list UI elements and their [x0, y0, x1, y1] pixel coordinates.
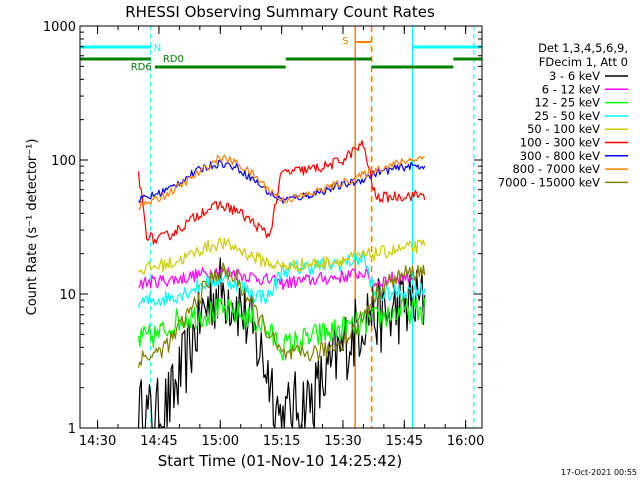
x-tick-label-2: 15:00	[202, 434, 239, 449]
legend-label-8: 7000 - 15000 keV	[498, 175, 600, 189]
series-line-4	[138, 237, 426, 275]
y-tick-label-1: 10	[59, 288, 76, 303]
y-tick-label-0: 1	[68, 422, 76, 437]
axes-layer: 1 10 100 1000 14:30 14:45 15:00 15:15 15:30 15:45…	[43, 20, 484, 449]
night-label: N	[154, 43, 161, 54]
legend-header-line-2: FDecim 1, Att 0	[539, 55, 628, 69]
y-tick-label-3: 1000	[43, 20, 76, 35]
legend-header-line-1: Det 1,3,4,5,6,9,	[538, 41, 628, 55]
series-line-7	[138, 154, 425, 211]
plot-frame	[79, 25, 483, 429]
series-line-5	[137, 140, 426, 245]
legend-label-6: 300 - 800 keV	[520, 149, 600, 163]
legend-label-1: 6 - 12 keV	[542, 82, 600, 96]
x-tick-label-5: 15:45	[386, 434, 423, 449]
rd0-label: RD0	[163, 54, 184, 65]
legend-label-3: 25 - 50 keV	[534, 109, 600, 123]
rd6-label: RD6	[131, 62, 152, 73]
y-axis-label: Count Rate (s⁻¹ detector⁻¹)	[25, 139, 40, 316]
y-tick-label-2: 100	[51, 154, 76, 169]
x-tick-label-3: 15:15	[263, 434, 300, 449]
chart-title: RHESSI Observing Summary Count Rates	[125, 3, 435, 21]
legend-label-5: 100 - 300 keV	[520, 136, 600, 150]
saa-label: S	[342, 36, 348, 47]
x-tick-label-0: 14:30	[79, 434, 116, 449]
x-tick-label-4: 15:30	[324, 434, 361, 449]
legend-label-2: 12 - 25 keV	[534, 96, 600, 110]
legend-label-7: 800 - 7000 keV	[512, 162, 600, 176]
legend-label-0: 3 - 6 keV	[549, 69, 600, 83]
series-line-6	[138, 159, 426, 204]
series-layer	[137, 140, 426, 429]
x-axis-label: Start Time (01-Nov-10 14:25:42)	[158, 452, 403, 470]
series-line-3	[137, 251, 426, 309]
footer-date: 17-Oct-2021 00:55	[561, 468, 637, 477]
x-tick-label-6: 16:00	[447, 434, 484, 449]
annotation-layer: N S RD0 RD6	[80, 26, 482, 428]
series-line-0	[137, 257, 426, 429]
legend-label-4: 50 - 100 keV	[527, 122, 600, 136]
x-tick-label-1: 14:45	[140, 434, 177, 449]
series-line-8	[137, 262, 426, 368]
